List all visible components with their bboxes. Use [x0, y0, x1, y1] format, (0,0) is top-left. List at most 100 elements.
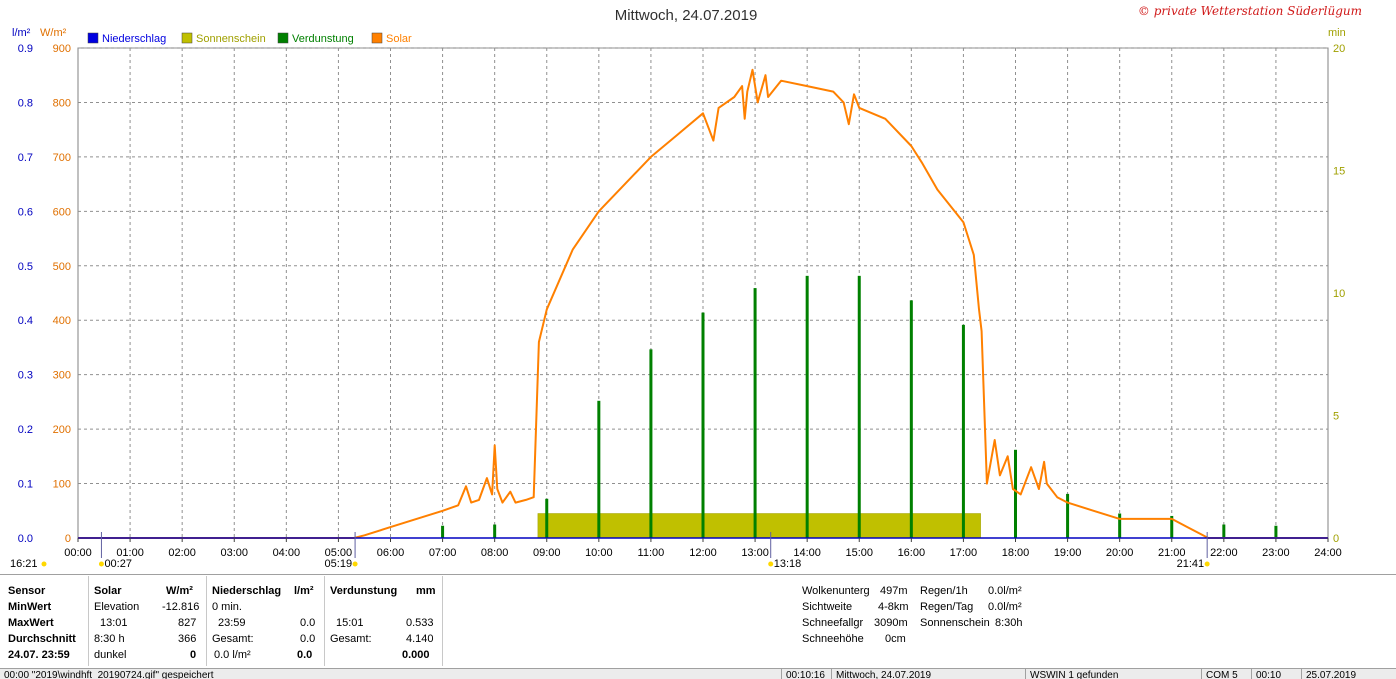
chart-credit: © private Wetterstation Süderlügum: [1138, 4, 1362, 18]
x-tick-label: 04:00: [273, 547, 301, 559]
evaporation-bar: [1274, 525, 1278, 538]
chart-title: Mittwoch, 24.07.2019: [615, 7, 758, 24]
evaporation-bar: [493, 524, 497, 538]
solar-r3b: 366: [178, 633, 197, 645]
legend-label: Solar: [386, 33, 412, 45]
evaporation-bar: [1014, 449, 1017, 538]
x-tick-label: 05:00: [325, 547, 353, 559]
solar-r4a: dunkel: [94, 649, 127, 661]
schneefallgr-label: Schneefallgr: [802, 617, 864, 629]
solar-r2b: 827: [178, 617, 197, 629]
solar-r2a: 13:01: [100, 617, 128, 629]
x-tick-label: 03:00: [220, 547, 248, 559]
time-marker-label: 05:19: [325, 558, 353, 570]
evaporation-bar: [701, 312, 705, 538]
niederschlag-r2a: 23:59: [218, 617, 246, 629]
x-tick-label: 10:00: [585, 547, 613, 559]
niederschlag-r3b: 0.0: [300, 633, 316, 645]
evaporation-bar: [545, 498, 549, 538]
solar-tick-label: 800: [53, 97, 71, 109]
x-tick-label: 12:00: [689, 547, 717, 559]
evaporation-bar: [597, 400, 601, 538]
verdunstung-header: Verdunstung: [330, 585, 398, 597]
stats-panel: Sensor MinWert MaxWert Durchschnitt 24.0…: [0, 574, 1396, 669]
niederschlag-header: Niederschlag: [212, 585, 282, 597]
regen-tag-value: 0.0l/m²: [988, 601, 1022, 613]
legend-label: Verdunstung: [292, 33, 354, 45]
niederschlag-r4b: 0.0: [297, 649, 313, 661]
precip-tick-label: 0.8: [18, 97, 33, 109]
sonnenschein-label: Sonnenschein: [920, 617, 990, 629]
x-tick-label: 21:00: [1158, 547, 1186, 559]
x-tick-label: 19:00: [1054, 547, 1082, 559]
solar-tick-label: 0: [65, 533, 71, 545]
precip-tick-label: 0.3: [18, 370, 33, 382]
sunshine-bar: [537, 513, 981, 539]
min-axis-label: min: [1328, 27, 1346, 39]
precip-tick-label: 0.0: [18, 533, 33, 545]
legend-swatch: [277, 32, 289, 44]
weather-chart: 0.00.10.20.30.40.50.60.70.80.90100200300…: [10, 4, 1362, 570]
evaporation-bar: [805, 275, 809, 538]
legend-label: Niederschlag: [102, 33, 166, 45]
evaporation-bar: [649, 349, 653, 538]
evaporation-bar: [857, 275, 861, 538]
regen-tag-label: Regen/Tag: [920, 601, 974, 613]
corner-time-label: 16:21: [10, 558, 38, 570]
solar-r1a: Elevation: [94, 601, 140, 613]
precip-axis-label: l/m²: [12, 27, 31, 39]
min-tick-label: 15: [1333, 166, 1345, 178]
stats-date: 24.07. 23:59: [8, 649, 70, 661]
precip-tick-label: 0.1: [18, 479, 33, 491]
time-marker-label: 21:41: [1177, 558, 1205, 570]
x-tick-label: 06:00: [377, 547, 405, 559]
solar-tick-label: 500: [53, 261, 71, 273]
time-marker-dot: [98, 561, 104, 567]
x-tick-label: 02:00: [168, 547, 196, 559]
x-tick-label: 18:00: [1002, 547, 1030, 559]
x-tick-label: 15:00: [845, 547, 873, 559]
niederschlag-r1a: 0 min.: [212, 601, 242, 613]
precip-tick-label: 0.7: [18, 152, 33, 164]
schneehoehe-label: Schneehöhe: [802, 633, 864, 645]
solar-tick-label: 900: [53, 43, 71, 55]
solar-tick-label: 100: [53, 479, 71, 491]
evaporation-bar: [961, 324, 965, 538]
solar-tick-label: 400: [53, 315, 71, 327]
x-tick-label: 08:00: [481, 547, 509, 559]
precip-tick-label: 0.5: [18, 261, 33, 273]
evaporation-bar: [1170, 515, 1174, 538]
solar-tick-label: 300: [53, 370, 71, 382]
evaporation-bar: [1118, 513, 1122, 538]
status-date: 25.07.2019: [1306, 670, 1357, 679]
schneefallgr-value: 3090m: [874, 617, 908, 629]
solar-tick-label: 700: [53, 152, 71, 164]
legend-swatch: [181, 32, 193, 44]
solar-tick-label: 200: [53, 424, 71, 436]
sichtweite-value: 4-8km: [878, 601, 909, 613]
legend-swatch: [87, 32, 99, 44]
precip-tick-label: 0.6: [18, 206, 33, 218]
x-tick-label: 00:00: [64, 547, 92, 559]
wolkenunterg-value: 497m: [880, 585, 908, 597]
solar-unit: W/m²: [166, 585, 193, 597]
durchschnitt-label: Durchschnitt: [8, 633, 76, 645]
solar-tick-label: 600: [53, 206, 71, 218]
solar-axis-label: W/m²: [40, 27, 67, 39]
time-marker-label: 13:18: [774, 558, 802, 570]
minwert-label: MinWert: [8, 601, 52, 613]
min-tick-label: 0: [1333, 533, 1339, 545]
sichtweite-label: Sichtweite: [802, 601, 853, 613]
x-tick-label: 14:00: [793, 547, 821, 559]
legend-swatch: [371, 32, 383, 44]
niederschlag-r2b: 0.0: [300, 617, 316, 629]
verdunstung-r3a: Gesamt:: [330, 633, 372, 645]
divider: [442, 576, 443, 666]
x-tick-label: 01:00: [116, 547, 144, 559]
evaporation-bar: [909, 300, 913, 538]
divider: [206, 576, 207, 666]
evaporation-bar: [1222, 524, 1226, 538]
x-tick-label: 17:00: [950, 547, 978, 559]
x-tick-label: 13:00: [741, 547, 769, 559]
x-tick-label: 24:00: [1314, 547, 1342, 559]
